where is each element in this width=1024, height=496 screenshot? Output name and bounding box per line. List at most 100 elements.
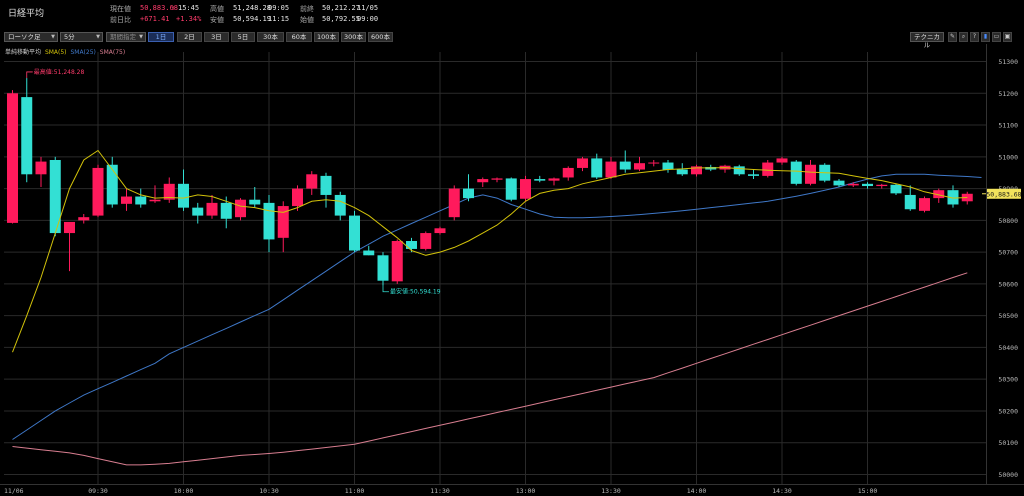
candle-up[interactable]	[933, 190, 945, 199]
candle-up[interactable]	[434, 228, 446, 234]
candle-down[interactable]	[748, 174, 759, 176]
period-button[interactable]: 2日	[177, 32, 202, 42]
candle-down[interactable]	[49, 160, 61, 234]
candle-down[interactable]	[833, 180, 845, 186]
maximize-icon[interactable]: ▣	[1003, 32, 1012, 42]
candle-up[interactable]	[78, 217, 90, 221]
candle-down[interactable]	[406, 241, 417, 249]
candle-down[interactable]	[619, 161, 631, 170]
period-button[interactable]: 100本	[314, 32, 339, 42]
candle-up[interactable]	[64, 221, 75, 234]
candle-down[interactable]	[263, 202, 275, 240]
y-tick-label: 50200	[998, 407, 1018, 415]
candle-up[interactable]	[235, 199, 246, 218]
x-tick-label: 10:30	[259, 487, 279, 495]
question-icon[interactable]: ?	[970, 32, 979, 42]
candle-down[interactable]	[21, 97, 33, 175]
current-value: 50,883.68	[140, 4, 178, 12]
candle-up[interactable]	[776, 158, 788, 163]
candle-up[interactable]	[206, 202, 218, 216]
candle-down[interactable]	[662, 162, 674, 170]
low-annotation-leader	[382, 285, 389, 293]
candle-up[interactable]	[577, 158, 588, 168]
period-button[interactable]: 1日	[148, 32, 174, 42]
candle-up[interactable]	[605, 161, 617, 178]
candle-up[interactable]	[163, 183, 175, 200]
candle-up[interactable]	[805, 164, 816, 184]
minimize-icon[interactable]: ▭	[992, 32, 1001, 42]
candle-up[interactable]	[292, 188, 303, 207]
period-spec-select[interactable]: 期間指定 ▼	[106, 32, 146, 42]
candle-down[interactable]	[135, 196, 147, 205]
candle-up[interactable]	[491, 178, 503, 180]
candle-up[interactable]	[420, 233, 432, 249]
candle-down[interactable]	[220, 202, 232, 219]
high-label: 高値	[210, 5, 224, 13]
candle-up[interactable]	[277, 206, 289, 238]
candle-down[interactable]	[790, 161, 802, 184]
candle-up[interactable]	[691, 166, 702, 175]
current-time: 15:45	[178, 4, 200, 12]
candle-down[interactable]	[463, 188, 474, 199]
candle-up[interactable]	[306, 174, 318, 189]
candle-up[interactable]	[876, 184, 888, 187]
candle-up[interactable]	[648, 162, 660, 164]
candle-down[interactable]	[947, 190, 959, 205]
candle-down[interactable]	[106, 164, 118, 205]
period-button[interactable]: 5日	[231, 32, 255, 42]
period-button[interactable]: 3日	[204, 32, 229, 42]
chart-type-select[interactable]: ローソク足 ▼	[4, 32, 58, 42]
period-button[interactable]: 600本	[368, 32, 393, 42]
current-price-label: 50,883.68	[986, 190, 1021, 198]
zoom-icon[interactable]: ⌕	[959, 32, 968, 42]
candle-up[interactable]	[919, 198, 930, 211]
period-button[interactable]: 60本	[286, 32, 312, 42]
period-button[interactable]: 300本	[341, 32, 366, 42]
candle-down[interactable]	[334, 194, 346, 216]
y-tick-label: 50600	[998, 280, 1018, 288]
sma5-line	[12, 149, 968, 353]
candle-down[interactable]	[733, 166, 745, 175]
candle-up[interactable]	[35, 161, 47, 175]
candle-down[interactable]	[377, 255, 389, 281]
candle-up[interactable]	[7, 93, 18, 223]
candle-down[interactable]	[349, 215, 360, 251]
candle-down[interactable]	[862, 183, 873, 187]
current-price-tag	[987, 188, 1021, 199]
candle-up[interactable]	[149, 199, 161, 202]
candle-up[interactable]	[847, 183, 859, 186]
legend-sma75: SMA(75)	[99, 49, 126, 56]
candle-down[interactable]	[505, 178, 517, 200]
period-button[interactable]: 30本	[257, 32, 284, 42]
candle-down[interactable]	[320, 175, 332, 195]
candle-up[interactable]	[92, 167, 104, 216]
candle-down[interactable]	[192, 207, 204, 216]
candle-down[interactable]	[904, 194, 916, 210]
candle-up[interactable]	[562, 167, 574, 178]
open-label: 始値	[300, 16, 314, 24]
prev-label: 前終	[300, 5, 314, 13]
candle-up[interactable]	[391, 241, 403, 282]
x-tick-label: 14:30	[772, 487, 792, 495]
interval-select[interactable]: 5分 ▼	[60, 32, 103, 42]
candle-down[interactable]	[534, 179, 546, 181]
candle-down[interactable]	[591, 158, 603, 178]
candle-down[interactable]	[676, 169, 688, 175]
candle-down[interactable]	[890, 184, 902, 194]
chevron-down-icon: ▼	[139, 34, 143, 40]
candle-up[interactable]	[520, 179, 531, 199]
candle-up[interactable]	[448, 188, 460, 218]
candle-up[interactable]	[762, 162, 774, 176]
pencil-icon[interactable]: ✎	[948, 32, 957, 42]
candle-down[interactable]	[249, 199, 261, 205]
open-time: 09:00	[357, 15, 379, 23]
candle-down[interactable]	[178, 183, 189, 208]
chart-icon[interactable]: ▮	[981, 32, 990, 42]
candlestick-chart[interactable]: 5130051200511005100050900508005070050600…	[0, 44, 1024, 496]
technical-button[interactable]: テクニカル	[910, 32, 944, 49]
candle-up[interactable]	[634, 163, 645, 170]
candle-up[interactable]	[548, 178, 560, 181]
candle-down[interactable]	[363, 250, 375, 256]
candle-up[interactable]	[121, 196, 132, 204]
candle-up[interactable]	[477, 179, 489, 183]
